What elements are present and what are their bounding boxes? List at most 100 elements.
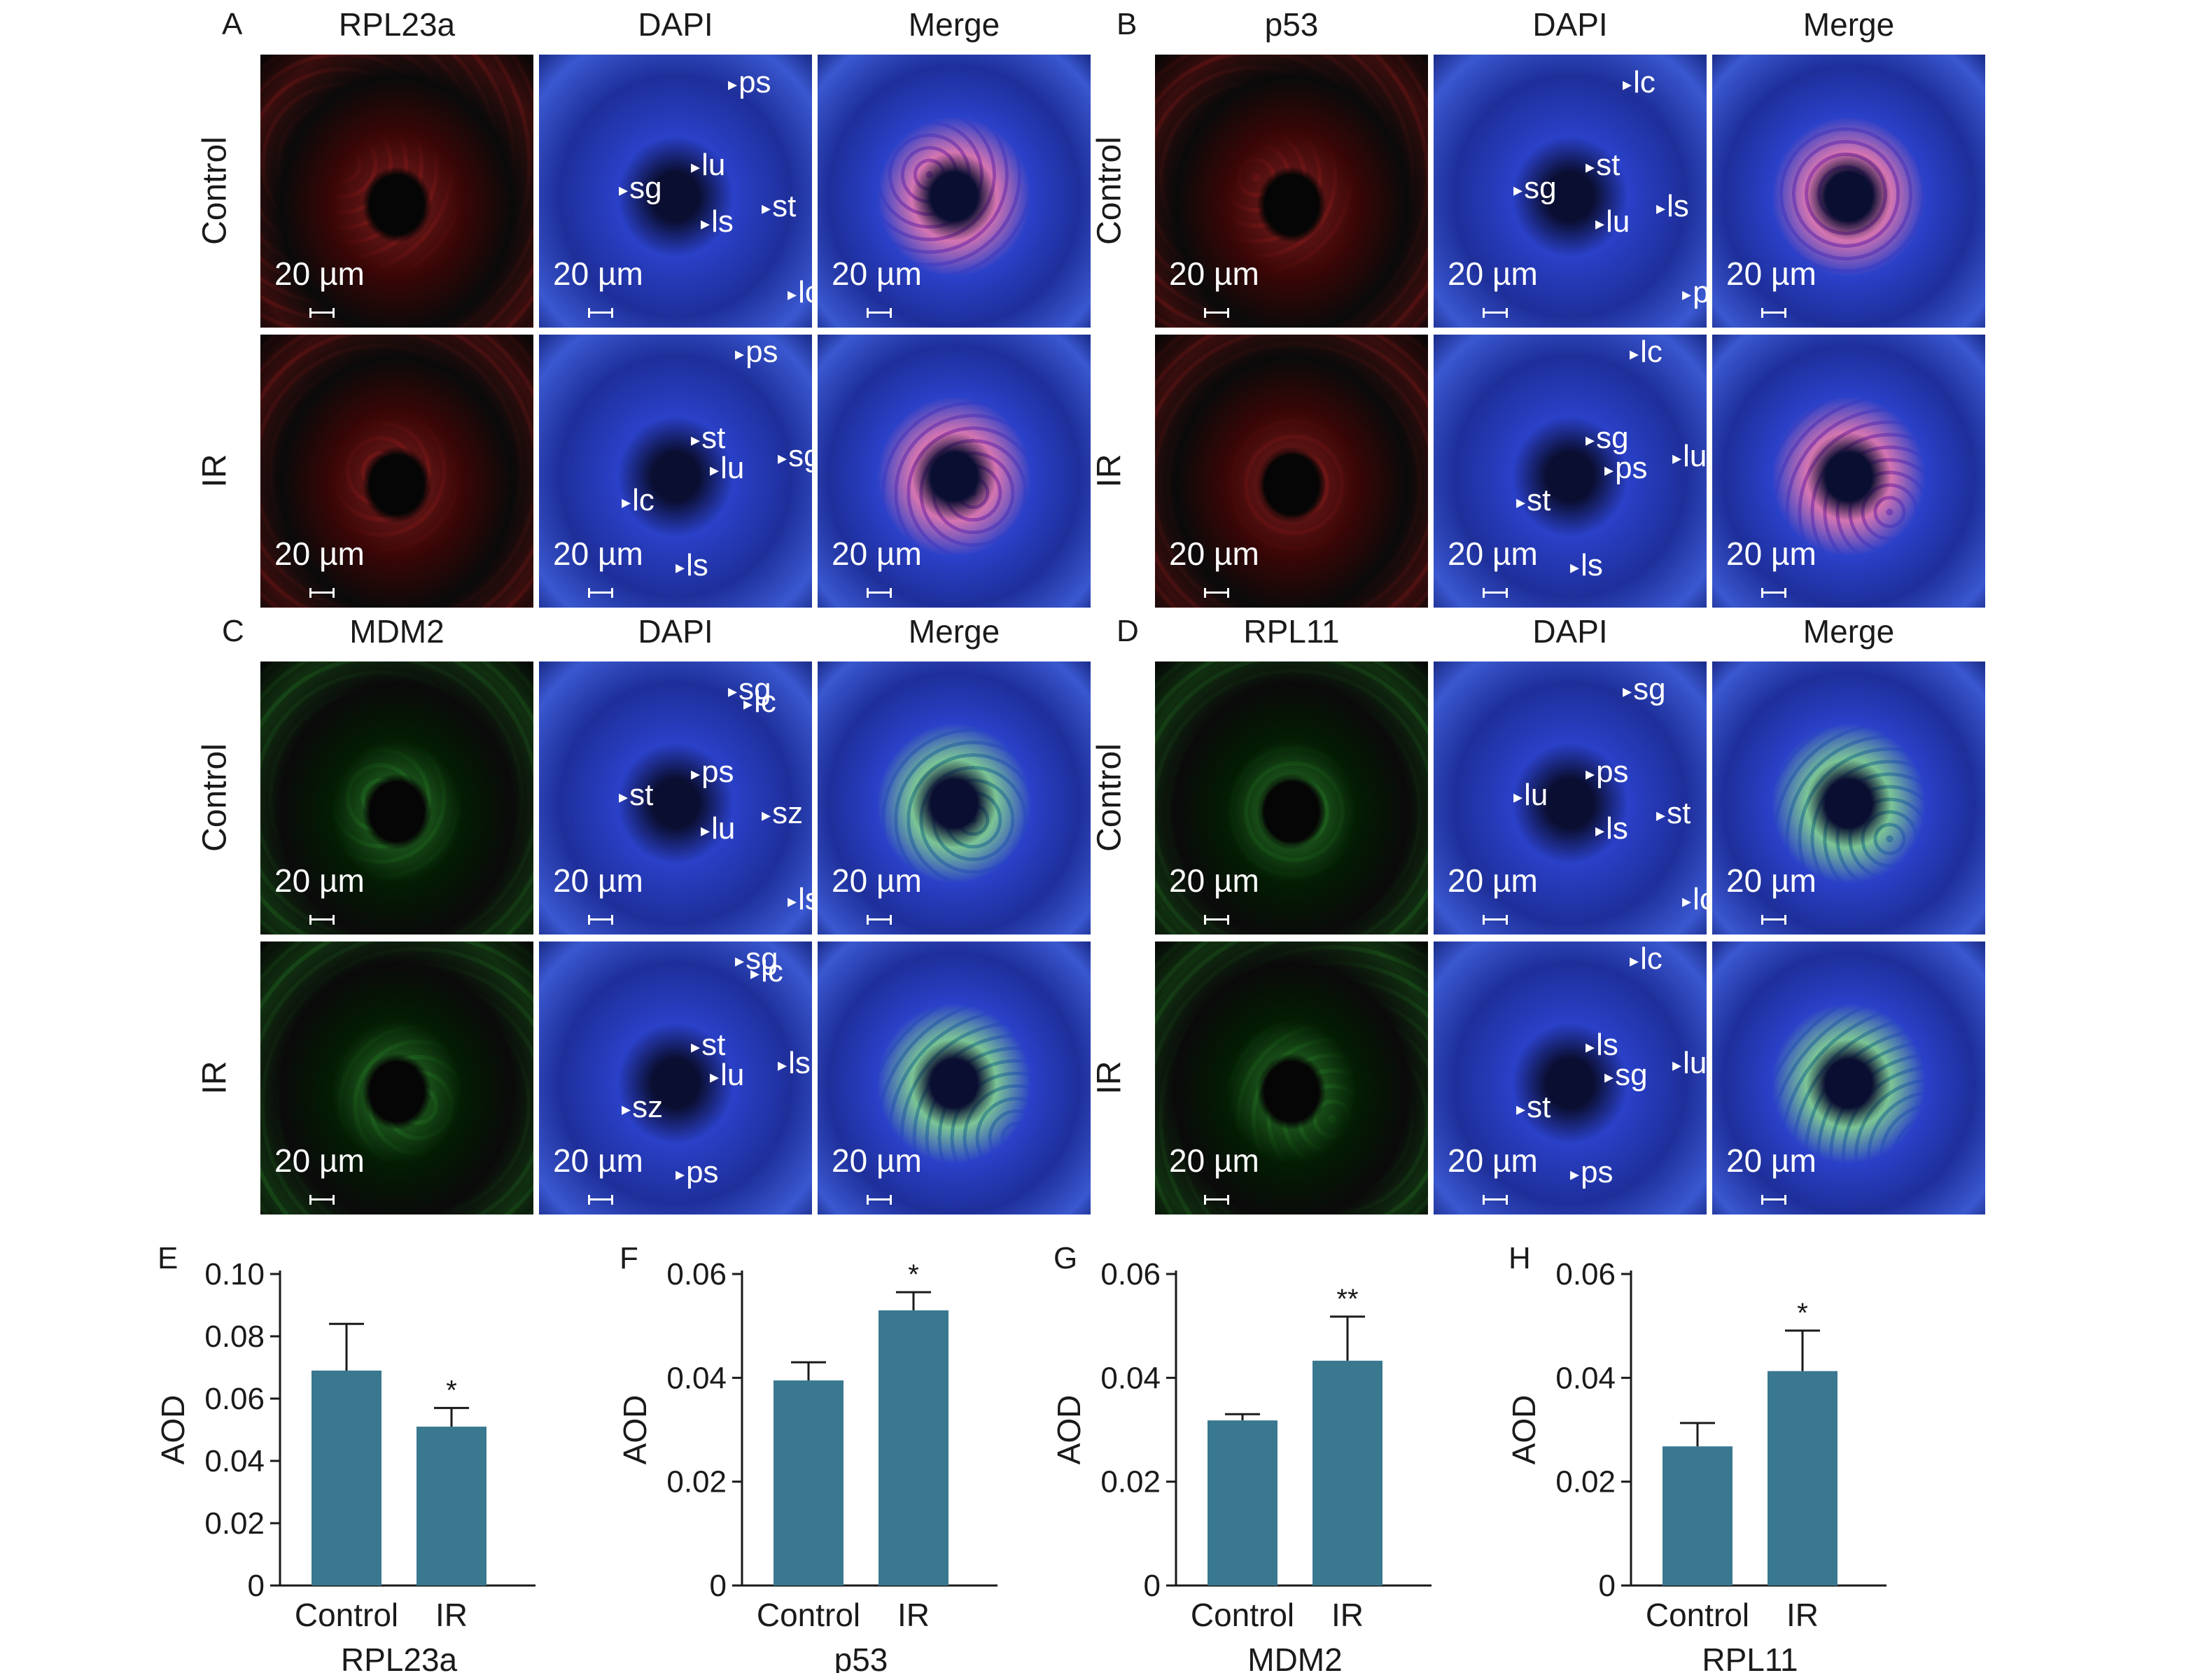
scale-label: 20 µm — [553, 862, 643, 899]
tissue-texture — [260, 335, 533, 608]
scale-label: 20 µm — [832, 862, 922, 899]
micrograph-p53-ir-1: 20 µm lc sgpslu stls — [1434, 335, 1707, 608]
micrograph-mdm2-ir-0: 20 µm — [260, 941, 533, 1214]
y-tick-label: 0 — [710, 1569, 727, 1603]
column-label: p53 — [1264, 6, 1319, 43]
scale-label: 20 µm — [274, 1142, 365, 1179]
scale-bar — [1204, 588, 1229, 598]
row-label-control: Control — [196, 136, 234, 245]
x-tick-label: Control — [757, 1597, 860, 1633]
y-tick-label: 0.02 — [1555, 1465, 1616, 1499]
annotation-label: ps — [1604, 451, 1647, 486]
annotation-label: ls — [788, 882, 812, 917]
y-tick-label: 0.04 — [666, 1361, 727, 1395]
micrograph-rpl23a-ir-0: 20 µm — [260, 335, 533, 608]
x-tick-label: IR — [897, 1597, 930, 1633]
scale-label: 20 µm — [274, 862, 365, 899]
scale-label: 20 µm — [1169, 255, 1259, 292]
x-tick-label: IR — [435, 1597, 468, 1633]
annotation-label: ls — [1586, 1028, 1618, 1063]
scale-bar — [1204, 308, 1229, 318]
annotation-label: st — [762, 189, 796, 224]
scale-label: 20 µm — [832, 1142, 922, 1179]
column-label: DAPI — [638, 613, 713, 650]
scale-bar — [1761, 1195, 1786, 1205]
scale-bar — [309, 588, 335, 598]
annotation-label: lc — [743, 685, 776, 720]
x-tick-label: IR — [1786, 1597, 1819, 1633]
annotation-label: st — [1656, 796, 1690, 831]
annotation-label: sz — [622, 1090, 663, 1125]
y-axis-label: AOD — [1051, 1395, 1087, 1465]
tissue-texture — [818, 335, 1091, 608]
tissue-texture — [260, 55, 533, 328]
annotation-label: st — [619, 778, 653, 813]
micrograph-mdm2-control-0: 20 µm — [260, 662, 533, 934]
annotation-label: lu — [1672, 1046, 1707, 1081]
tissue-texture — [1155, 335, 1428, 608]
x-axis-label: RPL11 — [1702, 1642, 1798, 1673]
row-label-control: Control — [1091, 743, 1128, 852]
column-label: RPL11 — [1243, 613, 1340, 650]
x-tick-label: Control — [1646, 1597, 1749, 1633]
column-label: DAPI — [1532, 613, 1608, 650]
tissue-texture — [260, 662, 533, 934]
significance-marker: ** — [1336, 1284, 1358, 1315]
scale-label: 20 µm — [1448, 862, 1538, 899]
bar-chart-f: F 0 0.02 0.04 0.06 AOD Control * IR p53 — [617, 1241, 997, 1673]
annotation-label: st — [691, 421, 725, 456]
annotation-label: lc — [1623, 65, 1656, 100]
significance-marker: * — [908, 1259, 919, 1290]
tissue-texture — [818, 662, 1091, 934]
scale-bar — [588, 588, 613, 598]
annotation-label: sg — [1513, 171, 1556, 206]
scale-bar — [1483, 915, 1508, 925]
annotation-label: sg — [1586, 421, 1628, 456]
column-label: MDM2 — [349, 613, 444, 650]
annotation-label: ls — [1595, 811, 1628, 846]
tissue-texture — [1712, 55, 1985, 328]
scale-label: 20 µm — [1726, 862, 1816, 899]
annotation-label: lu — [1595, 204, 1630, 239]
scale-label: 20 µm — [1169, 536, 1259, 572]
scale-bar — [1761, 588, 1786, 598]
tissue-texture — [1155, 55, 1428, 328]
annotation-label: ps — [1586, 755, 1628, 790]
y-tick-label: 0.06 — [1555, 1257, 1616, 1292]
y-tick-label: 0.08 — [204, 1320, 265, 1354]
column-label: Merge — [908, 613, 1000, 650]
annotation-label: ls — [1656, 189, 1689, 224]
bar-ir — [1312, 1360, 1382, 1586]
scale-bar — [1761, 308, 1786, 318]
annotation-label: lc — [1630, 335, 1662, 370]
tissue-texture — [1155, 662, 1428, 934]
scale-label: 20 µm — [832, 536, 922, 572]
tissue-texture — [260, 941, 533, 1214]
tissue-texture — [818, 55, 1091, 328]
row-label-control: Control — [196, 743, 234, 852]
scale-label: 20 µm — [274, 536, 365, 572]
annotation-label: lu — [1513, 778, 1548, 813]
annotation-label: sg — [1623, 672, 1665, 707]
column-label: Merge — [908, 6, 1000, 43]
tissue-texture — [1155, 941, 1428, 1214]
scale-bar — [309, 1195, 335, 1205]
y-tick-label: 0.06 — [204, 1382, 265, 1416]
y-tick-label: 0.06 — [1100, 1257, 1161, 1292]
scale-label: 20 µm — [1448, 255, 1538, 292]
annotation-label: ls — [1570, 548, 1603, 583]
annotation-label: lc — [1630, 941, 1662, 976]
micrograph-rpl11-control-1: 20 µm sg ps lu lsst lc — [1434, 662, 1707, 934]
tissue-texture — [818, 941, 1091, 1214]
bar-control — [1662, 1446, 1732, 1586]
scale-bar — [1761, 915, 1786, 925]
y-tick-label: 0.04 — [204, 1444, 265, 1478]
scale-label: 20 µm — [1448, 1142, 1538, 1179]
annotation-label: lu — [710, 451, 744, 486]
bar-chart-h: H 0 0.02 0.04 0.06 AOD Control * IR RPL11 — [1506, 1241, 1886, 1673]
micrograph-p53-control-0: 20 µm — [1155, 55, 1428, 328]
annotation-label: st — [1586, 148, 1620, 183]
bar-ir — [416, 1427, 486, 1586]
row-label-ir: IR — [196, 1060, 234, 1095]
panel-letter-b: B — [1116, 7, 1138, 41]
